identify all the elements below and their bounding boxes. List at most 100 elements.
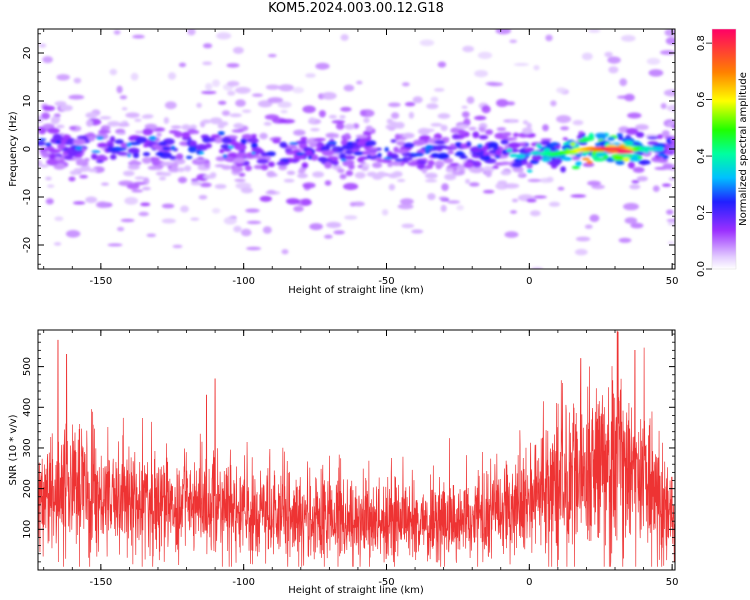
heatmap-noise-blob <box>226 63 240 68</box>
heatmap-noise-blob <box>68 94 85 100</box>
heatmap-ridge-blob <box>300 136 308 142</box>
heatmap-noise-blob <box>233 225 242 233</box>
heatmap-noise-blob <box>526 162 533 169</box>
heatmap-noise-blob <box>526 198 537 203</box>
heatmap-ridge-blob <box>97 130 111 134</box>
heatmap-ridge-blob <box>357 157 365 163</box>
heatmap-ridge-blob <box>427 159 435 167</box>
colorbar-tick-label: 0.8 <box>696 35 707 51</box>
heatmap-noise-blob <box>589 214 600 222</box>
heatmap-noise-blob <box>469 182 480 187</box>
heatmap-noise-blob <box>636 176 648 182</box>
heatmap-noise-blob <box>401 82 410 87</box>
heatmap-bright-spot <box>424 150 431 154</box>
heatmap-ridge-blob <box>542 156 551 163</box>
heatmap-ridge-blob <box>184 165 192 172</box>
heatmap-noise-blob <box>608 66 619 74</box>
heatmap-ridge-blob <box>38 141 46 146</box>
snr-y-tick-label: 200 <box>22 479 33 498</box>
heatmap-ridge-blob <box>509 119 516 123</box>
heatmap-ridge-blob <box>66 138 76 145</box>
heatmap-noise-blob <box>466 96 475 104</box>
heatmap-ridge-blob <box>181 131 191 139</box>
heatmap-noise-blob <box>265 191 281 195</box>
heatmap-ridge-blob <box>187 146 197 153</box>
heatmap-ridge-blob <box>391 160 402 166</box>
heatmap-noise-blob <box>456 204 464 211</box>
heatmap-ridge-blob <box>363 130 372 137</box>
heatmap-ridge-blob <box>456 164 466 170</box>
heatmap-ridge-blob <box>426 103 439 110</box>
heatmap-ridge-blob <box>436 152 450 160</box>
heatmap-noise-blob <box>427 193 436 201</box>
heatmap-bright-spot <box>581 157 591 161</box>
heatmap-noise-blob <box>381 209 389 216</box>
heatmap-ridge-blob <box>48 149 62 153</box>
snr-xlabel: Height of straight line (km) <box>288 585 424 596</box>
heatmap-ridge-blob <box>202 137 211 143</box>
colorbar-tick-label: 0.4 <box>696 148 707 164</box>
heatmap-ridge-blob <box>127 164 140 170</box>
heatmap-noise-blob <box>113 30 121 35</box>
heatmap-ridge-blob <box>651 156 664 163</box>
heatmap-noise-blob <box>560 126 570 131</box>
heatmap-noise-blob <box>116 85 123 94</box>
spectrogram-x-tick-label: -100 <box>232 276 255 287</box>
heatmap-noise-blob <box>607 56 621 64</box>
snr-x-tick-label: 0 <box>526 577 532 588</box>
heatmap-noise-blob <box>180 205 189 213</box>
heatmap-noise-blob <box>172 244 183 249</box>
snr-y-tick-label: 400 <box>22 398 33 417</box>
heatmap-ridge-blob <box>220 144 230 149</box>
colorbar-gradient <box>712 29 736 269</box>
heatmap-bright-spot <box>96 136 105 140</box>
heatmap-noise-blob <box>132 34 145 39</box>
heatmap-ridge-blob <box>361 165 369 171</box>
heatmap-ridge-blob <box>376 171 387 178</box>
spectrogram-y-tick-label: -20 <box>22 237 33 253</box>
heatmap-ridge-blob <box>531 154 543 161</box>
heatmap-ridge-blob <box>482 145 488 152</box>
heatmap-bright-spot <box>394 158 404 162</box>
heatmap-noise-blob <box>354 172 366 179</box>
heatmap-noise-blob <box>667 221 675 226</box>
heatmap-ridge-blob <box>86 119 93 127</box>
heatmap-noise-blob <box>235 86 251 94</box>
heatmap-noise-blob <box>73 77 82 84</box>
heatmap-bright-spot <box>409 152 416 156</box>
heatmap-ridge-blob <box>54 101 67 107</box>
heatmap-noise-blob <box>619 78 628 87</box>
heatmap-noise-blob <box>511 198 519 203</box>
heatmap-ridge-blob <box>500 139 509 145</box>
heatmap-ridge-blob <box>492 165 499 169</box>
heatmap-ridge-blob <box>256 158 269 164</box>
heatmap-ridge-blob <box>195 144 208 151</box>
heatmap-noise-blob <box>618 237 632 243</box>
colorbar-tick-label: 0.0 <box>696 261 707 277</box>
heatmap-noise-blob <box>191 178 199 183</box>
heatmap-ridge-blob <box>48 153 57 160</box>
heatmap-ridge-blob <box>91 153 98 160</box>
heatmap-ridge-blob <box>435 164 442 170</box>
heatmap-ridge-blob <box>147 165 159 170</box>
heatmap-noise-blob <box>124 197 139 205</box>
heatmap-ridge-blob <box>390 121 398 128</box>
heatmap-noise-blob <box>631 180 640 184</box>
heatmap-bright-spot <box>346 141 353 145</box>
heatmap-ridge-blob <box>189 140 197 147</box>
heatmap-ridge-blob <box>512 132 519 138</box>
heatmap-ridge-blob <box>542 140 551 144</box>
heatmap-ridge-blob <box>130 159 139 166</box>
heatmap-ridge-blob <box>109 136 116 143</box>
heatmap-ridge-blob <box>487 141 499 149</box>
heatmap-noise-blob <box>666 209 674 215</box>
heatmap-ridge-blob <box>175 153 184 160</box>
heatmap-noise-blob <box>40 112 51 120</box>
colorbar-frame <box>711 28 737 270</box>
heatmap-noise-blob <box>187 29 196 36</box>
heatmap-noise-blob <box>627 112 642 119</box>
heatmap-ridge-blob <box>283 178 295 183</box>
heatmap-bright-spot <box>288 142 299 146</box>
heatmap-ridge-blob <box>233 123 244 129</box>
spectrogram-y-tick-label: 0 <box>22 146 33 152</box>
